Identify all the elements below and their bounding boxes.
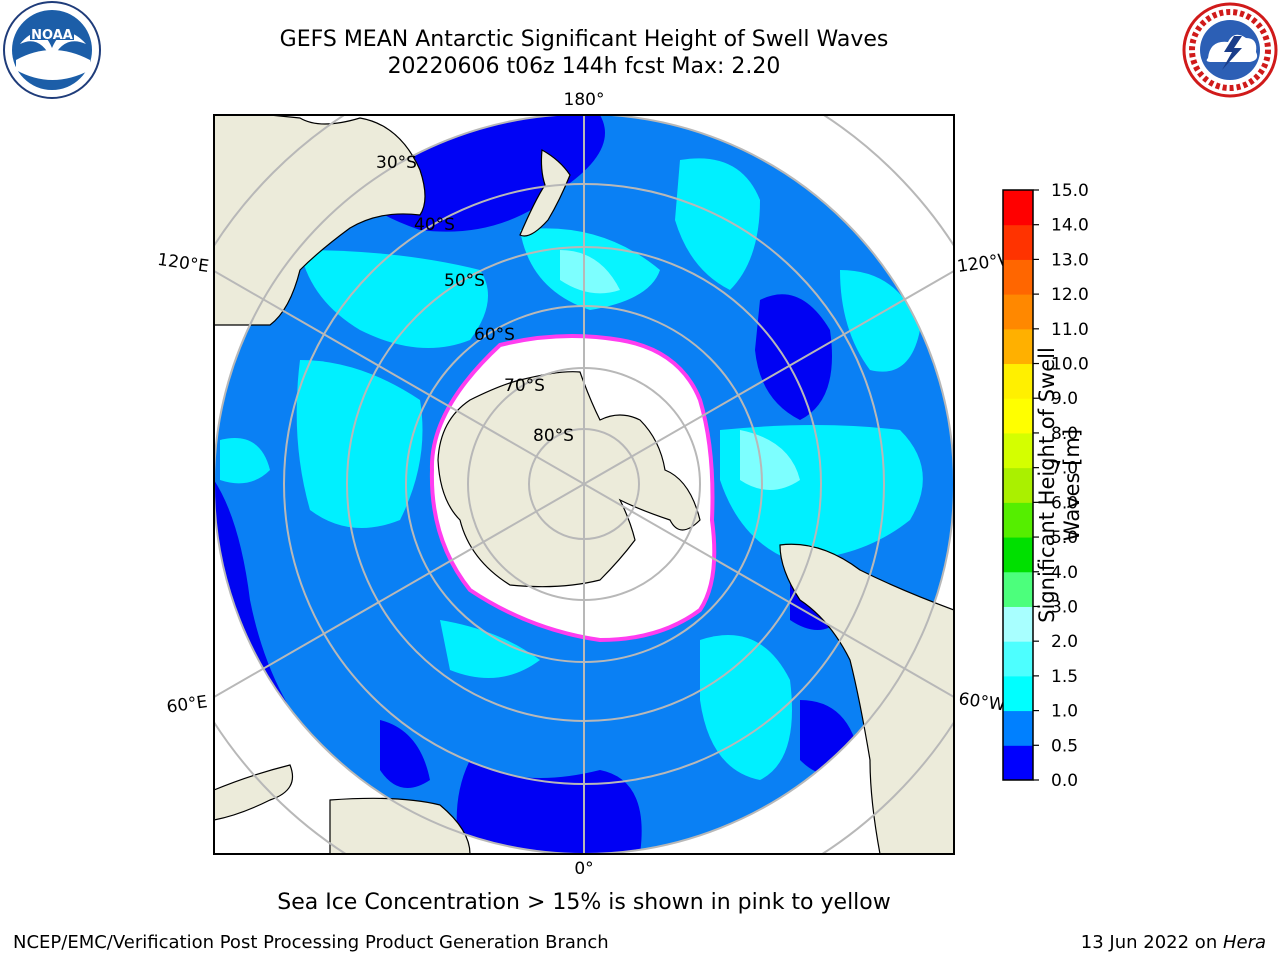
colorbar-segment — [1003, 328, 1033, 365]
latitude-label-70s: 70°S — [504, 376, 545, 396]
colorbar-tick-label: 7.0 — [1051, 459, 1078, 479]
graticule — [214, 115, 954, 854]
nws-logo-icon — [1182, 2, 1278, 98]
meridian-label-0: 0° — [574, 859, 593, 879]
colorbar-segment — [1003, 675, 1033, 712]
footer-machine: Hera — [1222, 932, 1266, 953]
colorbar-tick-label: 0.0 — [1051, 771, 1078, 791]
latitude-label-60s: 60°S — [474, 325, 515, 345]
colorbar-tick-label: 12.0 — [1051, 285, 1089, 305]
colorbar-tick-label: 5.0 — [1051, 528, 1078, 548]
colorbar-segment — [1003, 606, 1033, 642]
footer-date-text: 13 Jun 2022 on — [1080, 932, 1223, 953]
latitude-label-30s: 30°S — [376, 153, 417, 173]
footer-date: 13 Jun 2022 on Hera — [1081, 932, 1266, 953]
colorbar-tick-label: 14.0 — [1051, 216, 1089, 236]
colorbar-tick-label: 0.5 — [1051, 736, 1078, 756]
colorbar-tick-label: 1.5 — [1051, 667, 1078, 687]
colorbar-tick-label: 11.0 — [1051, 320, 1089, 340]
colorbar-label: Significant Height of Swell Waves [m] — [1035, 335, 1085, 635]
new-zealand-land — [519, 149, 571, 237]
map-border — [213, 114, 955, 855]
madagascar-land — [214, 764, 294, 821]
colorbar-tick-label: 6.0 — [1051, 493, 1078, 513]
colorbar-segment — [1003, 363, 1033, 399]
meridian-label-180: 180° — [564, 90, 605, 110]
colorbar-segment — [1003, 294, 1033, 330]
latitude-label-40s: 40°S — [414, 215, 455, 235]
footer-credit: NCEP/EMC/Verification Post Processing Pr… — [13, 932, 609, 953]
latitude-label-50s: 50°S — [444, 271, 485, 291]
colorbar-segment — [1003, 537, 1033, 573]
colorbar-tick-label: 10.0 — [1051, 355, 1089, 375]
meridian-label-120e: 120°E — [156, 250, 210, 277]
colorbar-segment — [1003, 641, 1033, 677]
colorbar-segment — [1003, 398, 1033, 434]
colorbar-tick-label: 13.0 — [1051, 250, 1089, 270]
meridian-label-60e: 60°E — [165, 692, 208, 717]
colorbar-segment — [1003, 571, 1033, 607]
australia-land — [214, 115, 426, 326]
colorbar-segment — [1003, 224, 1033, 260]
colorbar-tick-label: 3.0 — [1051, 597, 1078, 617]
south-america-land — [779, 543, 954, 854]
chart-title: GEFS MEAN Antarctic Significant Height o… — [279, 27, 889, 52]
colorbar-tick-label: 9.0 — [1051, 389, 1078, 409]
latitude-label-80s: 80°S — [533, 426, 574, 446]
colorbar-tick-label: 1.0 — [1051, 702, 1078, 722]
colorbar-segment — [1003, 745, 1033, 781]
colorbar-tick-label: 8.0 — [1051, 424, 1078, 444]
colorbar-segment — [1003, 190, 1033, 226]
colorbar-tick-label: 4.0 — [1051, 563, 1078, 583]
chart-subtitle: 20220606 t06z 144h fcst Max: 2.20 — [387, 54, 781, 79]
colorbar-segment — [1003, 710, 1033, 746]
colorbar-segment — [1003, 502, 1033, 538]
colorbar-tick-label: 15.0 — [1051, 181, 1089, 201]
noaa-logo-icon: NOAA — [3, 1, 101, 99]
colorbar-tick-label: 2.0 — [1051, 632, 1078, 652]
colorbar-label-line2: Waves [m] — [1060, 428, 1084, 542]
meridian-label-60w: 60°W — [957, 689, 1006, 715]
ocean-field — [214, 115, 954, 854]
africa-land — [329, 797, 471, 854]
sea-ice-note: Sea Ice Concentration > 15% is shown in … — [277, 890, 891, 915]
colorbar: 0.0 0.5 1.0 1.5 2.0 3.0 4.0 5.0 6.0 7.0 8.0 9.0 10.0… — [1002, 181, 1089, 791]
colorbar-label-line1: Significant Height of Swell — [1035, 347, 1059, 623]
colorbar-segment — [1003, 259, 1033, 295]
colorbar-border — [1002, 189, 1034, 781]
colorbar-segment — [1003, 432, 1033, 469]
colorbar-segment — [1003, 467, 1033, 503]
svg-text:NOAA: NOAA — [31, 28, 73, 43]
